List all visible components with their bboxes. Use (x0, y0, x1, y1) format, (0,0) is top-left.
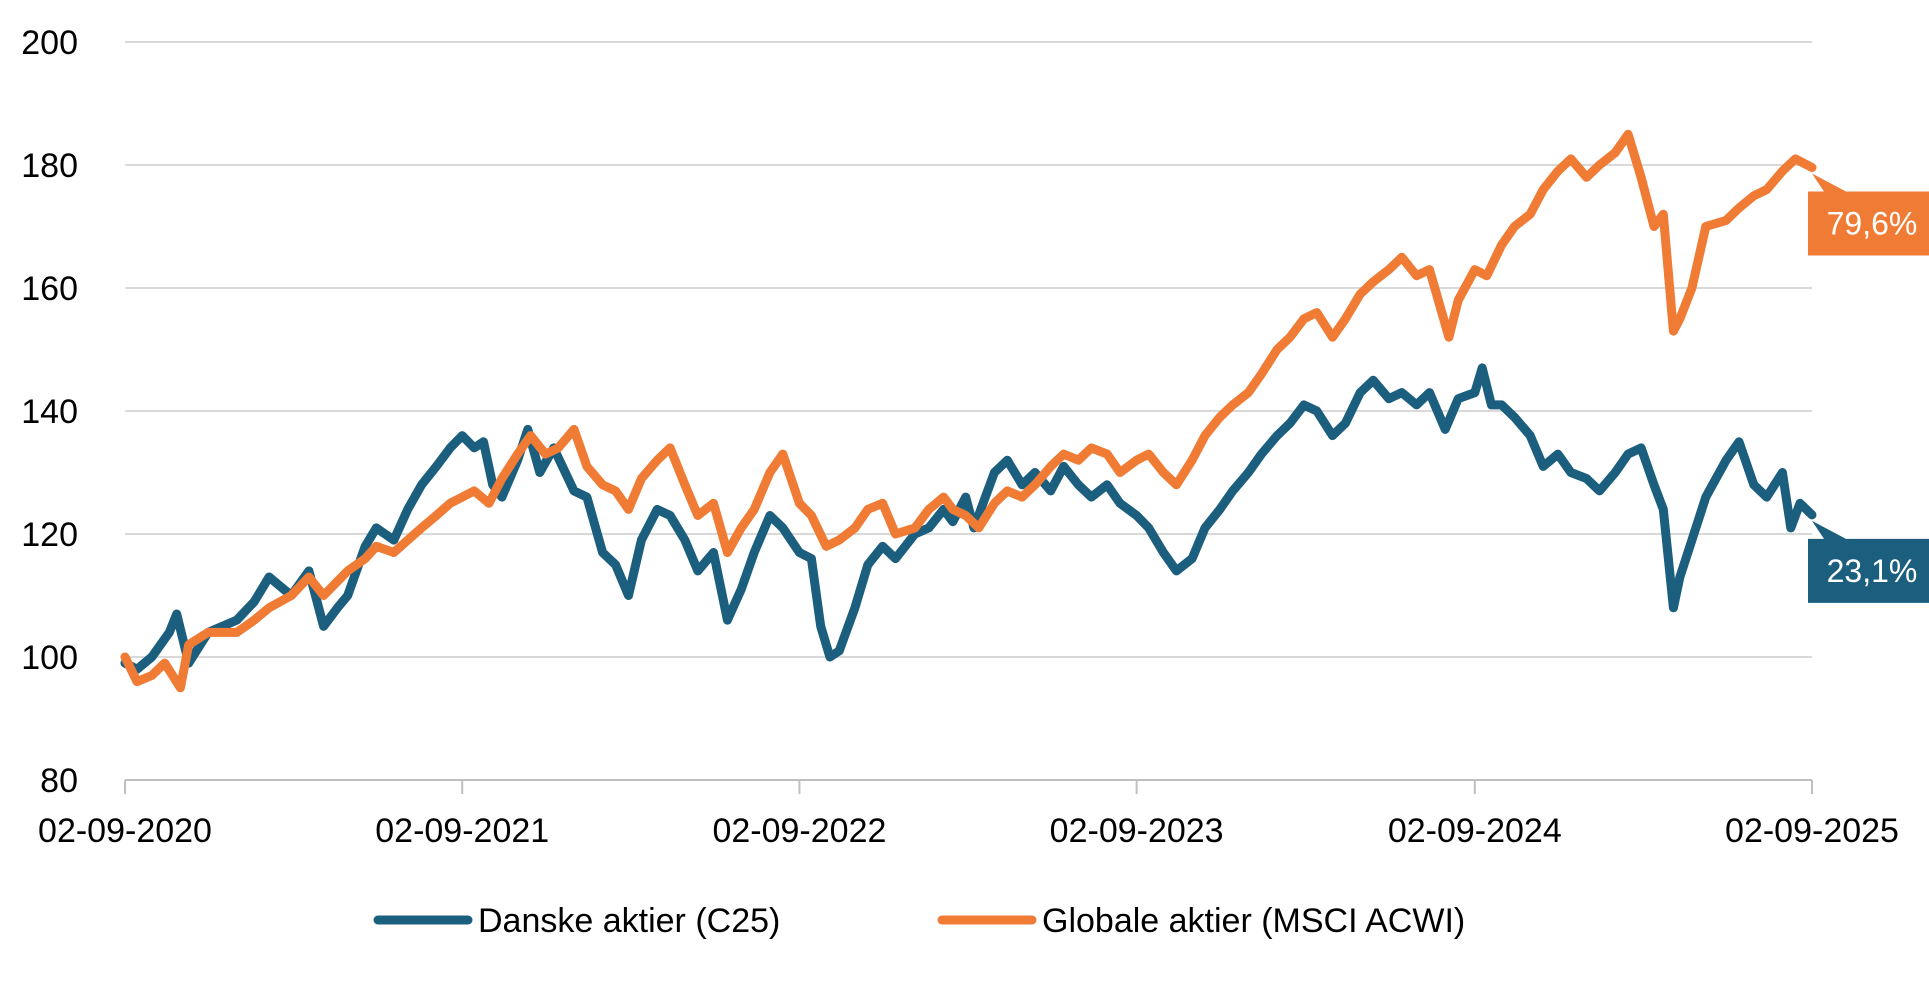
series-line-globale-aktier (120, 129, 1817, 693)
y-axis-ticks: 80 100 120 140 160 180 200 (21, 24, 78, 800)
y-tick-label: 200 (21, 24, 78, 62)
x-axis: 02-09-2020 02-09-2021 02-09-2022 02-09-2023… (38, 779, 1899, 850)
y-tick-label: 100 (21, 639, 78, 677)
legend-label-danske-aktier: Danske aktier (C25) (478, 902, 780, 940)
x-tick-label: 02-09-2024 (1388, 812, 1562, 850)
x-tick-label: 02-09-2025 (1725, 812, 1899, 850)
legend-label-globale-aktier: Globale aktier (MSCI ACWI) (1042, 902, 1465, 940)
series-line-danske-aktier (120, 363, 1817, 674)
x-tick-label: 02-09-2023 (1050, 812, 1224, 850)
legend: Danske aktier (C25) Globale aktier (MSCI … (373, 902, 1465, 940)
end-label-box-danske-aktier (1808, 520, 1929, 603)
x-tick-label: 02-09-2022 (712, 812, 886, 850)
y-tick-label: 120 (21, 516, 78, 554)
end-label-globale-aktier: 79,6% (1827, 205, 1918, 241)
y-tick-label: 180 (21, 147, 78, 185)
end-label-box-globale-aktier (1808, 173, 1929, 256)
y-tick-label: 140 (21, 393, 78, 431)
series-layer (120, 129, 1817, 693)
end-label-danske-aktier: 23,1% (1827, 553, 1918, 589)
y-tick-label: 80 (40, 762, 78, 800)
y-tick-label: 160 (21, 270, 78, 308)
end-labels: 23,1% 79,6% (1808, 173, 1929, 603)
x-tick-label: 02-09-2021 (375, 812, 549, 850)
grid-lines (125, 41, 1812, 658)
x-tick-label: 02-09-2020 (38, 812, 212, 850)
